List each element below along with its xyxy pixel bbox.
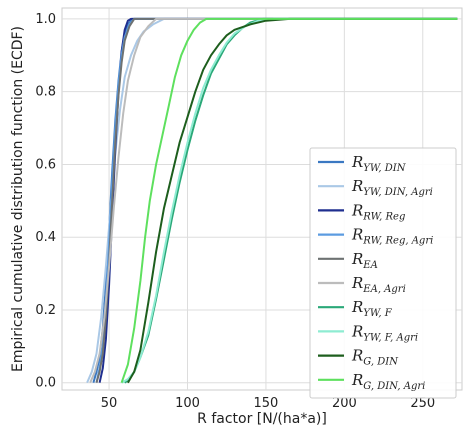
series-line-r-g-din — [127, 17, 458, 384]
legend-entry: REA — [351, 250, 378, 271]
x-tick-label: 250 — [410, 396, 435, 411]
series-line-r-yw-din-agri — [86, 17, 458, 384]
x-tick-label: 200 — [332, 396, 357, 411]
legend-entry: REA, Agri — [351, 274, 406, 295]
legend: RYW, DIN RYW, DIN, Agri RRW, Reg RRW, Reg, … — [309, 147, 457, 399]
y-axis-label: Empirical cumulative distribution functi… — [10, 26, 26, 372]
x-ticks: 50 100 150 200 250 — [101, 396, 435, 411]
legend-entry: RG, DIN — [351, 347, 399, 368]
x-tick-label: 100 — [175, 396, 200, 411]
legend-entry: RYW, F — [351, 298, 393, 319]
series-layer — [86, 17, 458, 384]
legend-box — [309, 147, 457, 399]
legend-entry: RRW, Reg, Agri — [351, 226, 433, 247]
y-tick-label: 0.4 — [35, 230, 56, 245]
y-tick-label: 0.2 — [35, 303, 56, 318]
y-tick-label: 0.8 — [35, 85, 56, 100]
y-tick-label: 1.0 — [35, 12, 56, 27]
legend-entry: RYW, DIN — [351, 153, 407, 174]
legend-entry: RYW, F, Agri — [351, 322, 418, 343]
legend-entry: RRW, Reg — [351, 201, 405, 222]
y-ticks: 0.0 0.2 0.4 0.6 0.8 1.0 — [35, 12, 56, 391]
x-tick-label: 150 — [254, 396, 279, 411]
series-line-r-ea — [95, 17, 458, 383]
x-axis-label: R factor [N/(ha*a)] — [197, 411, 327, 427]
series-line-r-g-din-agri — [120, 17, 458, 384]
series-line-r-ea-agri — [89, 17, 458, 384]
y-tick-label: 0.0 — [35, 376, 56, 391]
y-tick-label: 0.6 — [35, 157, 56, 172]
legend-entry: RG, DIN, Agri — [351, 371, 425, 392]
x-tick-label: 50 — [101, 396, 118, 411]
legend-entry: RYW, DIN, Agri — [351, 177, 433, 198]
